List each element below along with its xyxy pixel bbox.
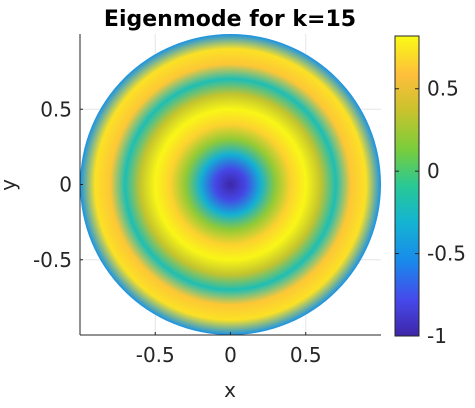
x-tick-label: 0 <box>224 343 237 367</box>
colorbar-bar <box>394 35 420 337</box>
y-tick-label: 0.5 <box>40 97 72 121</box>
colorbar: -1 -0.5 0 0.5 <box>394 35 466 348</box>
colorbar-tick-label: -0.5 <box>427 242 466 266</box>
y-tick-label: -0.5 <box>33 248 72 272</box>
chart-title: Eigenmode for k=15 <box>104 7 356 32</box>
colorbar-tick-label: -1 <box>427 324 447 348</box>
x-axis-label: x <box>224 378 236 402</box>
plot-area: -0.5 0 0.5 -0.5 0 0.5 <box>33 34 381 367</box>
eigenmode-disk <box>80 34 381 335</box>
x-tick-label: -0.5 <box>136 343 175 367</box>
colorbar-tick-label: 0.5 <box>427 77 459 101</box>
colorbar-tick-label: 0 <box>427 159 440 183</box>
y-axis-label: y <box>0 179 20 191</box>
y-tick-label: 0 <box>59 173 72 197</box>
x-tick-label: 0.5 <box>290 343 322 367</box>
